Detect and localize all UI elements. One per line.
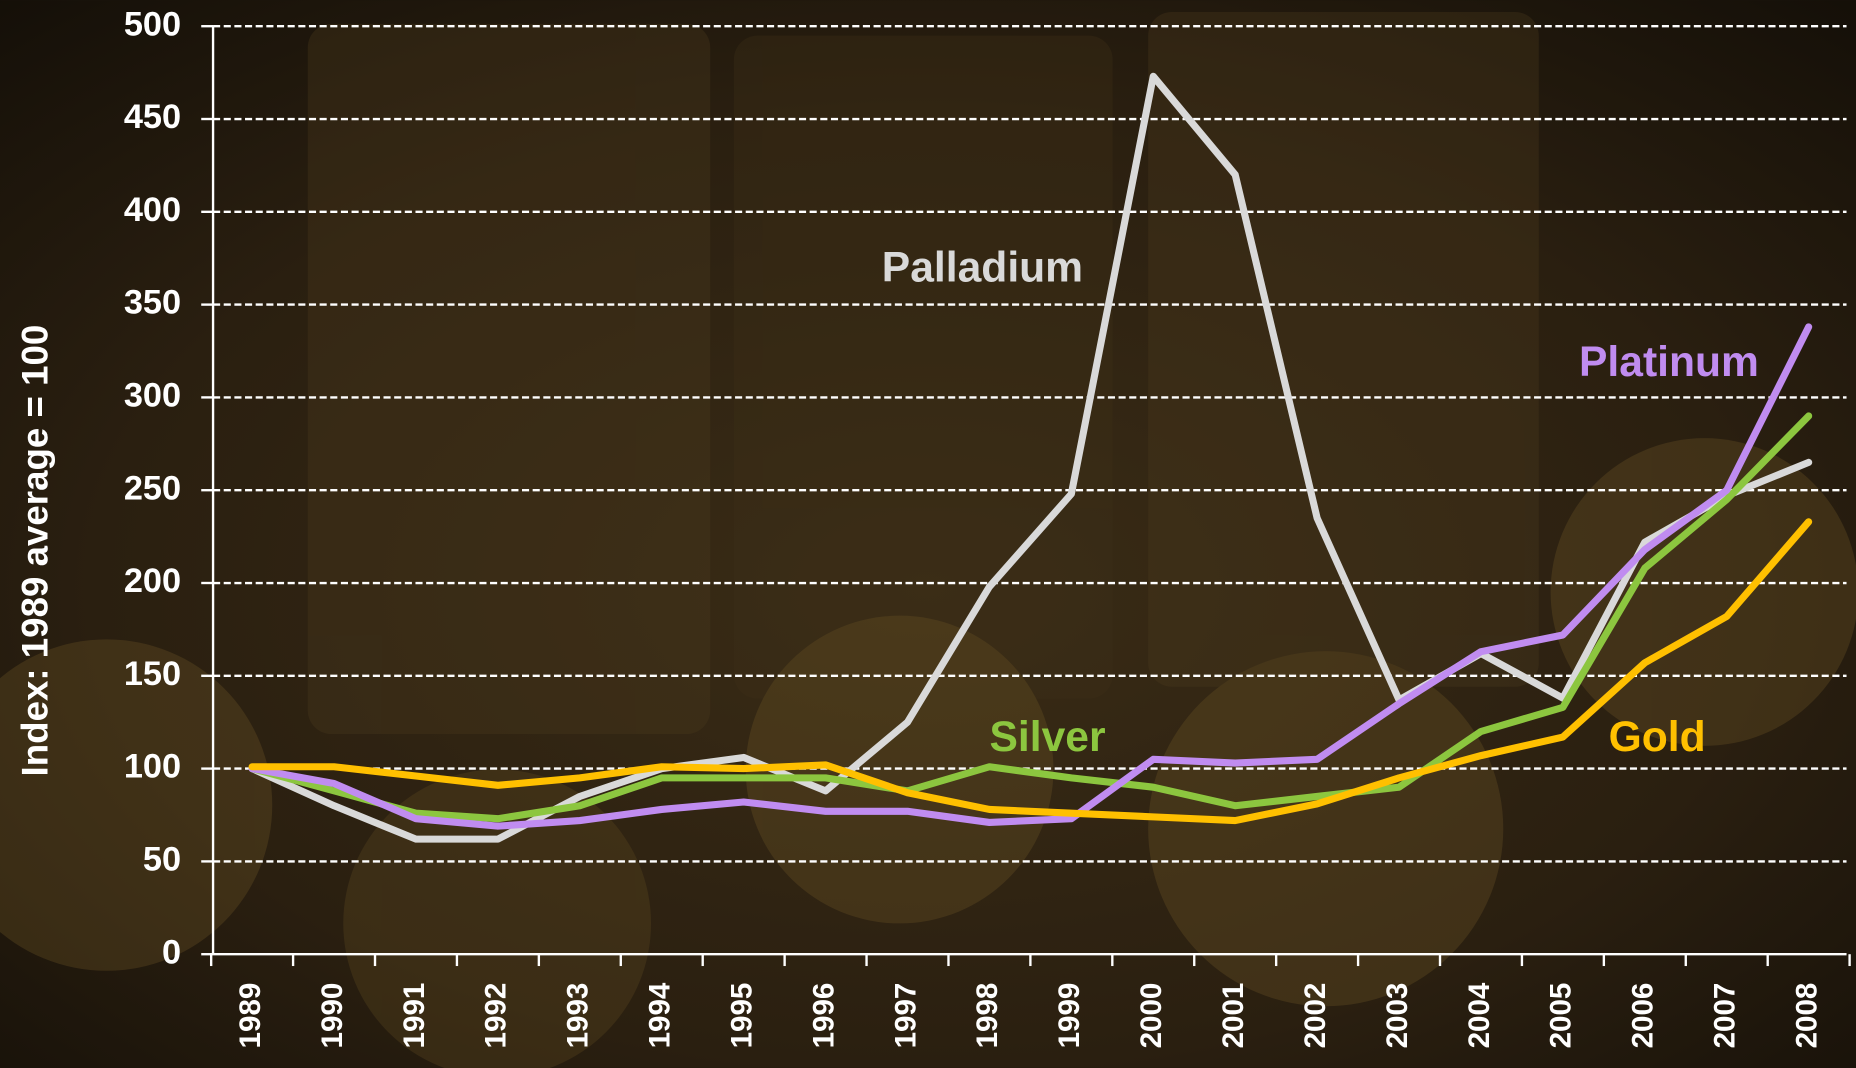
x-tick-label: 1993 — [562, 983, 595, 1049]
x-tick-label: 2002 — [1299, 983, 1332, 1049]
x-tick-label: 2003 — [1381, 983, 1414, 1049]
line-series — [248, 72, 1813, 843]
x-tick-label: 1990 — [316, 983, 349, 1049]
series-label: Platinum — [1579, 338, 1759, 386]
series-label: Silver — [990, 713, 1106, 761]
x-tick-label: 1992 — [480, 983, 513, 1049]
x-tick-label: 1989 — [234, 983, 267, 1049]
x-tick-label: 2006 — [1627, 983, 1660, 1049]
y-tick-label: 0 — [162, 933, 181, 971]
x-tick-label: 2007 — [1709, 983, 1742, 1049]
x-tick-label: 1991 — [398, 983, 431, 1049]
x-tick-label: 2004 — [1463, 982, 1496, 1048]
y-tick-label: 100 — [124, 748, 181, 786]
x-tick-label: 2000 — [1135, 983, 1168, 1049]
y-tick-label: 300 — [124, 376, 181, 414]
y-tick-label: 200 — [124, 562, 181, 600]
y-axis-label: Index: 1989 average = 100 — [14, 325, 55, 777]
x-tick-label: 1996 — [807, 983, 840, 1049]
y-tick-label: 400 — [124, 191, 181, 229]
x-tick-label: 1994 — [644, 982, 677, 1048]
y-tick-label: 150 — [124, 655, 181, 693]
x-tick-label: 1999 — [1053, 983, 1086, 1049]
y-tick-label: 350 — [124, 284, 181, 322]
series-label: Palladium — [882, 243, 1083, 291]
x-tick-label: 2005 — [1545, 983, 1578, 1049]
line-series — [248, 518, 1813, 825]
x-tick-label: 1997 — [889, 983, 922, 1049]
background-decor — [0, 12, 1856, 1068]
series-label: Gold — [1609, 713, 1706, 761]
y-tick-label: 250 — [124, 469, 181, 507]
y-tick-label: 450 — [124, 98, 181, 136]
line-series — [248, 323, 1813, 830]
x-tick-label: 1998 — [971, 983, 1004, 1049]
x-tick-label: 2001 — [1217, 983, 1250, 1049]
x-tick-label: 2008 — [1790, 983, 1823, 1049]
y-tick-label: 50 — [143, 840, 181, 878]
y-tick-label: 500 — [124, 5, 181, 43]
x-tick-label: 1995 — [725, 983, 758, 1049]
line-series — [248, 412, 1813, 823]
